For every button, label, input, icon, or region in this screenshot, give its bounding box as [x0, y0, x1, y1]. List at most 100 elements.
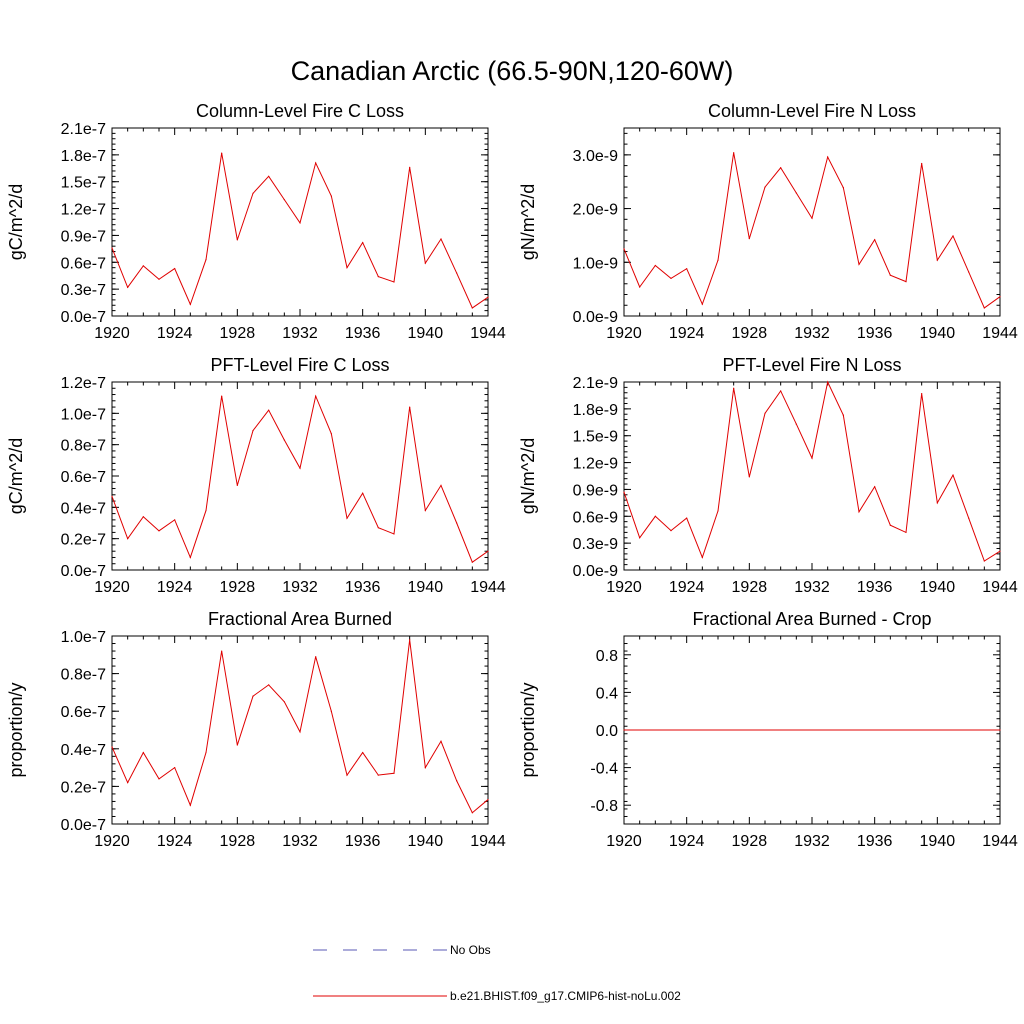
data-point — [268, 175, 270, 177]
x-tick-label: 1920 — [94, 579, 130, 596]
x-tick-label: 1932 — [282, 579, 318, 596]
data-point — [189, 303, 191, 305]
x-tick-label: 1940 — [920, 579, 956, 596]
data-point — [315, 395, 317, 397]
x-tick-label: 1928 — [732, 325, 768, 342]
x-tick-label: 1936 — [857, 325, 893, 342]
data-point — [142, 265, 144, 267]
data-point — [701, 303, 703, 305]
chart-panel-2: Column-Level Fire N Loss gN/m^2/d 1920 1924… — [518, 101, 1018, 342]
data-point — [205, 259, 207, 261]
y-tick-label: 2.1e-7 — [61, 121, 106, 138]
data-point — [142, 751, 144, 754]
data-point — [487, 296, 489, 298]
data-point — [424, 262, 426, 264]
data-point — [111, 495, 113, 497]
data-point — [299, 222, 301, 224]
data-point — [221, 650, 223, 652]
data-point — [346, 517, 348, 519]
data-point — [315, 162, 317, 164]
data-point — [733, 152, 735, 154]
data-point — [670, 530, 672, 532]
data-point — [283, 439, 285, 441]
data-point — [701, 556, 703, 559]
x-tick-label: 1936 — [345, 325, 381, 342]
y-tick-label: 1.0e-7 — [61, 406, 106, 423]
y-tick-label: 3.0e-9 — [573, 148, 618, 165]
data-point — [654, 264, 656, 267]
x-tick-label: 1920 — [94, 833, 130, 850]
x-tick-label: 1924 — [669, 325, 705, 342]
data-point — [639, 286, 641, 288]
x-tick-label: 1932 — [282, 833, 318, 850]
panel-title: Fractional Area Burned — [208, 609, 392, 629]
y-tick-label: 0.2e-7 — [61, 779, 106, 796]
legend: No Obs b.e21.BHIST.f09_g17.CMIP6-hist-no… — [313, 943, 681, 1003]
data-point — [268, 409, 270, 411]
data-point — [330, 433, 332, 435]
x-tick-label: 1944 — [982, 579, 1018, 596]
panel-title: PFT-Level Fire N Loss — [722, 355, 901, 375]
data-point — [921, 393, 923, 395]
data-point — [221, 152, 223, 154]
data-point — [471, 812, 473, 814]
data-point — [440, 740, 442, 742]
data-point — [127, 538, 129, 540]
data-point — [968, 271, 970, 273]
y-tick-label: 0.4 — [596, 685, 618, 702]
x-tick-label: 1940 — [920, 833, 956, 850]
x-tick-label: 1920 — [94, 325, 130, 342]
data-point — [623, 729, 625, 731]
data-point — [795, 423, 797, 425]
y-tick-label: 0.4e-7 — [61, 500, 106, 517]
chart-panel-4: PFT-Level Fire N Loss gN/m^2/d 1920 1924 192… — [518, 355, 1018, 596]
y-axis-label: gC/m^2/d — [6, 438, 26, 514]
x-tick-label: 1924 — [157, 325, 193, 342]
data-point — [440, 238, 442, 240]
x-tick-label: 1944 — [470, 579, 506, 596]
x-tick-label: 1940 — [920, 325, 956, 342]
y-tick-label: 1.2e-7 — [61, 375, 106, 392]
panel-title: Column-Level Fire C Loss — [196, 101, 404, 121]
data-point — [795, 192, 797, 194]
y-tick-label: 0.0e-9 — [573, 309, 618, 326]
y-tick-label: 0.0e-7 — [61, 817, 106, 834]
x-tick-label: 1940 — [408, 579, 444, 596]
data-point — [780, 390, 782, 392]
data-point — [205, 509, 207, 512]
data-point — [983, 560, 985, 562]
y-tick-label: 0.3e-7 — [61, 282, 106, 299]
data-point — [330, 710, 332, 712]
data-point — [811, 457, 813, 459]
chart-panel-5: Fractional Area Burned proportion/y 1920 19… — [6, 609, 506, 850]
data-point — [252, 429, 254, 432]
x-tick-label: 1936 — [345, 833, 381, 850]
x-tick-label: 1924 — [157, 579, 193, 596]
y-tick-label: 0.6e-7 — [61, 255, 106, 272]
data-point — [377, 276, 379, 278]
figure-title: Canadian Arctic (66.5-90N,120-60W) — [291, 56, 734, 86]
y-tick-label: 1.8e-9 — [573, 402, 618, 419]
data-point — [158, 778, 160, 780]
data-point — [409, 166, 411, 168]
x-tick-label: 1936 — [857, 833, 893, 850]
data-point — [921, 162, 923, 165]
y-axis-label: gN/m^2/d — [518, 184, 538, 260]
data-point — [362, 751, 364, 754]
y-tick-label: 0.0e-7 — [61, 563, 106, 580]
data-point — [377, 527, 379, 529]
data-point — [362, 241, 364, 244]
data-point — [858, 511, 860, 513]
data-point — [654, 515, 656, 517]
data-point — [874, 486, 876, 488]
x-tick-label: 1920 — [606, 579, 642, 596]
legend-model-label: b.e21.BHIST.f09_g17.CMIP6-hist-noLu.002 — [450, 989, 681, 1003]
y-tick-label: 0.9e-7 — [61, 228, 106, 245]
x-tick-label: 1920 — [606, 325, 642, 342]
y-tick-label: 0.3e-9 — [573, 536, 618, 553]
data-point — [236, 239, 238, 241]
data-point — [362, 492, 364, 494]
data-point — [127, 286, 129, 288]
data-point — [424, 767, 426, 769]
